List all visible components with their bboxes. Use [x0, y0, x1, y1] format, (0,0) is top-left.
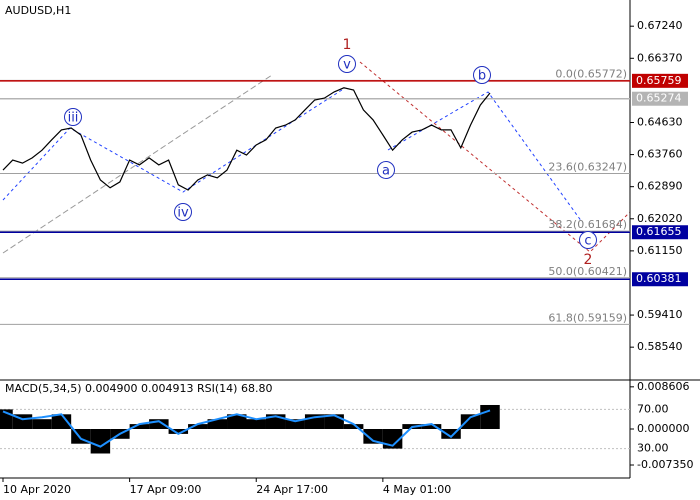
price-tag-label: 0.65759 — [636, 74, 682, 87]
price-tag — [632, 91, 688, 106]
price-tag-label: 0.60381 — [636, 272, 682, 285]
y-tick-label: 0.008606 — [637, 380, 690, 393]
wave-label: 2 — [584, 252, 593, 268]
macd-bar — [343, 424, 364, 429]
macd-bar — [32, 419, 52, 429]
rsi-line — [2, 409, 491, 448]
y-tick-label: 0.67240 — [637, 19, 683, 32]
macd-bar — [90, 429, 111, 454]
price-tag — [632, 73, 688, 88]
x-tick-label: 24 Apr 17:00 — [256, 483, 328, 496]
macd-bar — [149, 419, 169, 429]
indicator-title: MACD(5,34,5) 0.004900 0.004913 RSI(14) 6… — [5, 382, 272, 395]
macd-bar — [480, 404, 500, 429]
y-tick-label: 0.58540 — [637, 340, 683, 353]
wave-label: b — [478, 69, 486, 84]
macd-bar — [129, 424, 150, 429]
wave-circle — [174, 203, 192, 221]
macd-bar — [441, 429, 461, 439]
price-tag — [632, 272, 688, 287]
macd-bar — [207, 419, 228, 429]
macd-bar — [168, 429, 189, 434]
y-tick-label: 0.61150 — [637, 244, 683, 257]
x-tick-label: 17 Apr 09:00 — [130, 483, 202, 496]
y-tick-label: 0.66370 — [637, 51, 683, 64]
wave-circle — [473, 66, 491, 84]
wave-line — [2, 87, 346, 201]
macd-bar — [246, 419, 266, 429]
wave-line — [387, 91, 583, 223]
fib-label: 0.0(0.65772) — [555, 67, 627, 80]
macd-bar — [188, 424, 208, 429]
x-tick-label: 10 Apr 2020 — [3, 483, 71, 496]
wave-label: iv — [177, 206, 189, 221]
wave-circle — [579, 231, 597, 249]
macd-bar — [227, 414, 247, 429]
y-tick-label: -0.007350 — [637, 458, 693, 471]
macd-bar — [363, 429, 383, 444]
y2-tick-label: 70.00 — [637, 402, 669, 415]
macd-bar — [51, 414, 72, 429]
price-tag-label: 0.61655 — [636, 225, 682, 238]
wave-circle — [338, 55, 356, 73]
fib-label: 50.0(0.60421) — [548, 265, 627, 278]
price-tag-label: 0.65274 — [636, 92, 682, 105]
macd-bar — [285, 419, 305, 429]
fib-label: 23.6(0.63247) — [548, 161, 627, 174]
macd-bar — [421, 424, 442, 429]
y-tick-label: 0.62020 — [637, 212, 683, 225]
fib-label: 38.2(0.61684) — [548, 218, 627, 231]
y-tick-label: 0.62890 — [637, 180, 683, 193]
y-tick-label: 0.59410 — [637, 308, 683, 321]
macd-bar — [460, 414, 481, 429]
wave-label: c — [584, 234, 591, 249]
x-tick-label: 4 May 01:00 — [383, 483, 451, 496]
y2-tick-label: 30.00 — [637, 442, 669, 455]
wave-label: a — [382, 164, 390, 179]
chart-title: AUDUSD,H1 — [5, 4, 71, 17]
y-tick-label: 0.64630 — [637, 115, 683, 128]
price-tag — [632, 225, 688, 240]
y-tick-label: 0.000000 — [637, 422, 690, 435]
wave-label: 1 — [343, 37, 352, 53]
y-tick-label: 0.63760 — [637, 148, 683, 161]
trend-lines — [2, 61, 631, 254]
wave-circle — [377, 161, 395, 179]
wave-label: iii — [68, 111, 79, 126]
wave-label: v — [343, 58, 351, 73]
fib-label: 61.8(0.59159) — [548, 311, 627, 324]
price-line-series — [2, 87, 491, 191]
wave-line — [359, 61, 631, 253]
wave-circle — [64, 108, 82, 126]
